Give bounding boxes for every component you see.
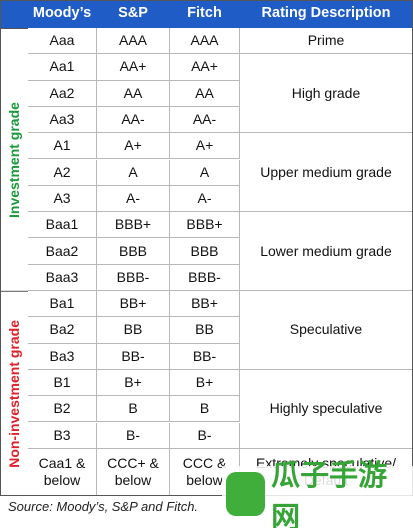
rating-cell: BBB- xyxy=(97,264,170,291)
rating-cell: Baa2 xyxy=(28,238,97,265)
rating-cell: B- xyxy=(170,422,240,449)
rating-cell: AAA xyxy=(97,28,170,55)
rating-cell: A2 xyxy=(28,159,97,186)
watermark-text: 瓜子手游网 xyxy=(271,460,388,528)
rating-cell: AA xyxy=(170,80,240,107)
table-border xyxy=(0,0,413,496)
rating-cell: AA+ xyxy=(170,54,240,81)
rating-cell: BB- xyxy=(170,343,240,370)
rating-cell: Aa3 xyxy=(28,106,97,134)
header-cell: Rating Description xyxy=(240,0,413,28)
rating-cell: Aa1 xyxy=(28,54,97,81)
rating-cell: A- xyxy=(97,185,170,213)
rating-cell: A+ xyxy=(97,133,170,160)
rating-cell: BBB+ xyxy=(97,212,170,239)
rating-cell: CCC+ & below xyxy=(97,448,170,496)
rating-cell: A1 xyxy=(28,133,97,160)
rating-cell: Baa1 xyxy=(28,212,97,239)
rating-cell: BB xyxy=(170,317,240,344)
header-corner xyxy=(0,0,28,28)
watermark: 瓜子手游网 xyxy=(222,460,413,528)
rating-cell: AAA xyxy=(170,28,240,55)
rating-cell: Ba3 xyxy=(28,343,97,370)
rating-cell: BB+ xyxy=(97,291,170,318)
header-cell: S&P xyxy=(97,0,170,28)
watermark-icon xyxy=(226,472,266,516)
rating-cell: Baa3 xyxy=(28,264,97,291)
rating-cell: Aaa xyxy=(28,28,97,55)
rating-cell: B+ xyxy=(170,369,240,397)
rating-cell: BBB xyxy=(97,238,170,265)
rating-cell: B2 xyxy=(28,396,97,423)
rating-cell: B xyxy=(97,396,170,423)
rating-cell: B xyxy=(170,396,240,423)
rating-cell: AA+ xyxy=(97,54,170,81)
rating-cell: B+ xyxy=(97,369,170,397)
rating-cell: BBB xyxy=(170,238,240,265)
rating-cell: Ba1 xyxy=(28,291,97,318)
rating-cell: A- xyxy=(170,185,240,213)
rating-cell: BB+ xyxy=(170,291,240,318)
rating-cell: BBB- xyxy=(170,264,240,291)
rating-cell: B3 xyxy=(28,422,97,449)
rating-cell: B- xyxy=(97,422,170,449)
header-cell: Fitch xyxy=(170,0,240,28)
rating-cell: AA xyxy=(97,80,170,107)
rating-cell: Ba2 xyxy=(28,317,97,344)
rating-cell: A3 xyxy=(28,185,97,213)
rating-cell: AA- xyxy=(97,106,170,134)
rating-cell: BB- xyxy=(97,343,170,370)
rating-cell: B1 xyxy=(28,369,97,397)
rating-cell: Aa2 xyxy=(28,80,97,107)
rating-cell: BB xyxy=(97,317,170,344)
rating-cell: A+ xyxy=(170,133,240,160)
rating-cell: AA- xyxy=(170,106,240,134)
rating-cell: A xyxy=(170,159,240,186)
header-cell: Moody’s xyxy=(28,0,97,28)
rating-cell: BBB+ xyxy=(170,212,240,239)
rating-cell: A xyxy=(97,159,170,186)
source-note: Source: Moody’s, S&P and Fitch. xyxy=(8,499,199,514)
